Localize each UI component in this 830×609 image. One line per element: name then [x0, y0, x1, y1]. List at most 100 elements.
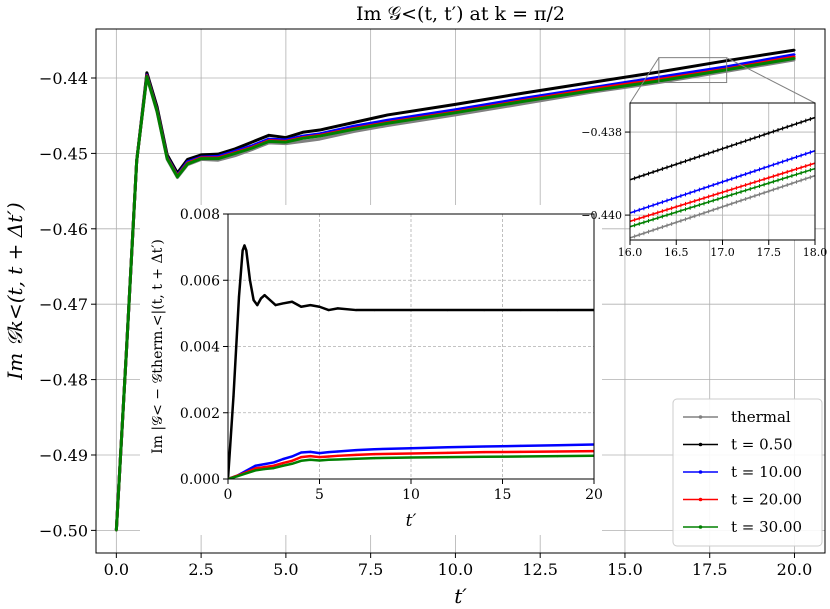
inset-point-t-10-00 [556, 444, 559, 447]
inset-point-t-20-00 [309, 455, 312, 458]
zoom-region-box [658, 57, 728, 84]
zoom-connector-right [726, 57, 816, 104]
main-title: Im 𝒢<(t, t′) at k = π/2 [356, 3, 565, 25]
main-point-t-0-50 [301, 131, 304, 134]
main-ylabel: Im 𝒢k<(t, t + Δt′) [3, 202, 27, 380]
main-point-t-30-00 [186, 162, 189, 166]
main-point-thermal [318, 137, 321, 141]
main-series-t-30-00 [114, 56, 795, 531]
legend-label: t = 0.50 [731, 436, 793, 454]
inset-xtick-label: 10 [402, 487, 420, 503]
main-point-t-0-50 [145, 71, 148, 74]
main-xtick-label: 0.0 [104, 560, 129, 579]
main-point-thermal [301, 140, 304, 143]
main-ytick-label: −0.46 [39, 220, 88, 239]
inset-point-t-20-00 [373, 453, 376, 456]
main-point-t-0-50 [318, 128, 321, 132]
main-point-t-30-00 [233, 152, 237, 155]
inset-point-t-10-00 [263, 462, 266, 466]
main-point-t-0-50 [284, 136, 287, 139]
main-xtick-label: 7.5 [358, 560, 383, 579]
main-xtick-label: 10.0 [438, 560, 474, 579]
inset-point-t-20-00 [272, 464, 275, 467]
inset-xtick-label: 20 [585, 487, 603, 503]
inset-point-t-0-50 [327, 308, 330, 312]
main-series-group [114, 48, 796, 532]
main-point-t-30-00 [216, 157, 220, 160]
difference-inset-plot: 0 5 10 15 20 0.000 0.002 0.004 0.006 0.008 t′ Im |𝒢… [140, 205, 603, 535]
main-point-t-30-00 [250, 147, 254, 150]
main-point-t-30-00 [200, 157, 203, 160]
zoom-frame [629, 102, 816, 241]
inset-point-t-20-00 [281, 462, 284, 465]
zoom-xtick-label: 18.0 [803, 246, 828, 259]
legend-label: t = 10.00 [731, 463, 802, 481]
legend-swatch-marker [698, 470, 703, 474]
inset-point-t-30-00 [290, 462, 294, 465]
inset-point-t-10-00 [336, 450, 339, 453]
main-point-t-10-00 [386, 119, 389, 122]
inset-xtick-label: 15 [494, 487, 512, 503]
main-point-t-30-00 [793, 57, 796, 60]
main-point-t-30-00 [522, 100, 525, 103]
inset-point-t-20-00 [556, 450, 559, 453]
zoom-indicator [629, 57, 816, 104]
inset-point-t-0-50 [245, 249, 248, 252]
main-point-t-30-00 [125, 348, 128, 351]
main-point-t-30-00 [352, 128, 355, 131]
inset-point-t-10-00 [327, 451, 330, 454]
inset-point-t-0-50 [237, 295, 241, 298]
inset-ytick-label: 0.004 [180, 340, 220, 356]
inset-point-t-30-00 [309, 458, 312, 461]
zoom-xtick-label: 16.0 [618, 246, 643, 259]
inset-point-t-10-00 [409, 447, 413, 450]
inset-point-t-0-50 [519, 308, 522, 312]
main-point-t-30-00 [115, 529, 118, 532]
legend-swatch-marker [698, 525, 703, 529]
main-point-thermal [386, 124, 389, 127]
inset-series-t-0-50 [228, 244, 594, 479]
main-ytick-label: −0.48 [39, 371, 88, 390]
main-point-t-0-50 [267, 134, 271, 137]
main-point-t-0-50 [386, 113, 389, 117]
inset-point-t-30-00 [272, 466, 275, 470]
inset-point-t-0-50 [446, 308, 449, 312]
inset-point-t-0-50 [281, 302, 284, 305]
main-point-t-0-50 [250, 140, 254, 144]
main-point-t-30-00 [145, 75, 148, 78]
main-point-t-30-00 [318, 134, 321, 138]
inset-point-t-0-50 [556, 308, 559, 312]
main-point-t-0-50 [589, 81, 593, 84]
inset-point-t-20-00 [318, 456, 321, 459]
inset-point-t-0-50 [300, 305, 303, 308]
main-point-t-30-00 [589, 89, 593, 92]
inset-xtick-label: 5 [315, 487, 324, 503]
main-point-t-30-00 [267, 140, 271, 143]
inset-point-t-0-50 [290, 300, 294, 303]
inset-point-t-30-00 [355, 457, 358, 460]
inset-point-t-0-50 [248, 279, 252, 282]
main-point-t-10-00 [352, 125, 355, 128]
inset-point-t-10-00 [483, 445, 486, 448]
inset-point-t-0-50 [252, 299, 255, 302]
inset-xlabel: t′ [406, 511, 417, 531]
inset-point-t-30-00 [373, 457, 376, 460]
inset-ytick-label: 0.002 [180, 406, 220, 422]
inset-point-t-30-00 [300, 459, 303, 462]
inset-point-t-10-00 [290, 455, 294, 458]
main-xtick-label: 2.5 [188, 560, 213, 579]
zoom-xtick-label: 17.5 [757, 246, 782, 259]
inset-point-t-10-00 [519, 444, 522, 447]
main-point-t-10-00 [793, 53, 796, 56]
main-point-t-30-00 [155, 110, 159, 113]
inset-point-t-0-50 [274, 303, 277, 307]
zoom-connector-left [629, 57, 660, 104]
inset-point-t-30-00 [483, 455, 486, 458]
inset-point-t-30-00 [236, 475, 239, 478]
inset-point-t-20-00 [300, 456, 303, 459]
inset-point-t-10-00 [355, 449, 358, 452]
inset-series-group [228, 244, 594, 479]
inset-point-t-30-00 [409, 456, 413, 459]
main-point-t-0-50 [200, 153, 203, 157]
